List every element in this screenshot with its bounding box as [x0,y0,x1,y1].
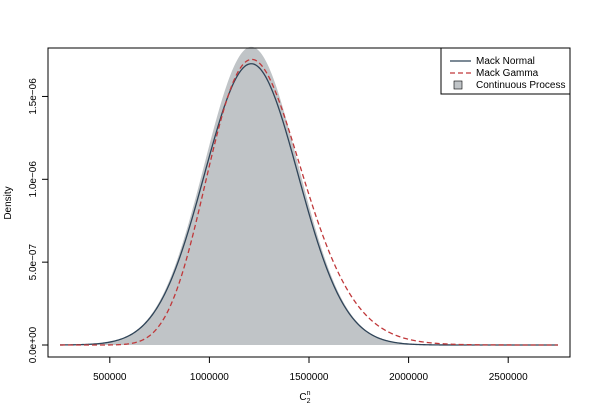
continuous-process-area [60,46,558,345]
legend-label-mack-gamma: Mack Gamma [476,68,539,79]
y-axis: 0.0e+00 5.0e−07 1.0e−06 1.5e−06 [28,78,49,363]
y-tick-label: 1.0e−06 [28,161,39,198]
x-axis-label-superscript: n [307,390,311,397]
x-axis-label: C2n [299,390,310,405]
x-tick-label: 1500000 [290,372,329,383]
y-tick-label: 0.0e+00 [28,326,39,363]
legend: Mack Normal Mack Gamma Continuous Proces… [440,47,571,95]
legend-box [440,47,571,95]
legend-label-continuous-process: Continuous Process [476,80,566,91]
legend-swatch-continuous-process [453,80,463,90]
x-tick-label: 2500000 [489,372,528,383]
x-axis: 500000 1000000 1500000 2000000 2500000 [93,356,528,383]
y-tick-label: 5.0e−07 [28,244,39,281]
mack-gamma-line [60,58,558,346]
y-tick-label: 1.5e−06 [28,78,39,115]
x-tick-label: 500000 [93,372,127,383]
x-tick-label: 2000000 [389,372,428,383]
plot-layer [60,46,558,346]
legend-label-mack-normal: Mack Normal [476,56,535,67]
y-axis-label: Density [3,186,14,219]
x-axis-label-subscript: 2 [307,398,311,405]
x-tick-label: 1000000 [190,372,229,383]
